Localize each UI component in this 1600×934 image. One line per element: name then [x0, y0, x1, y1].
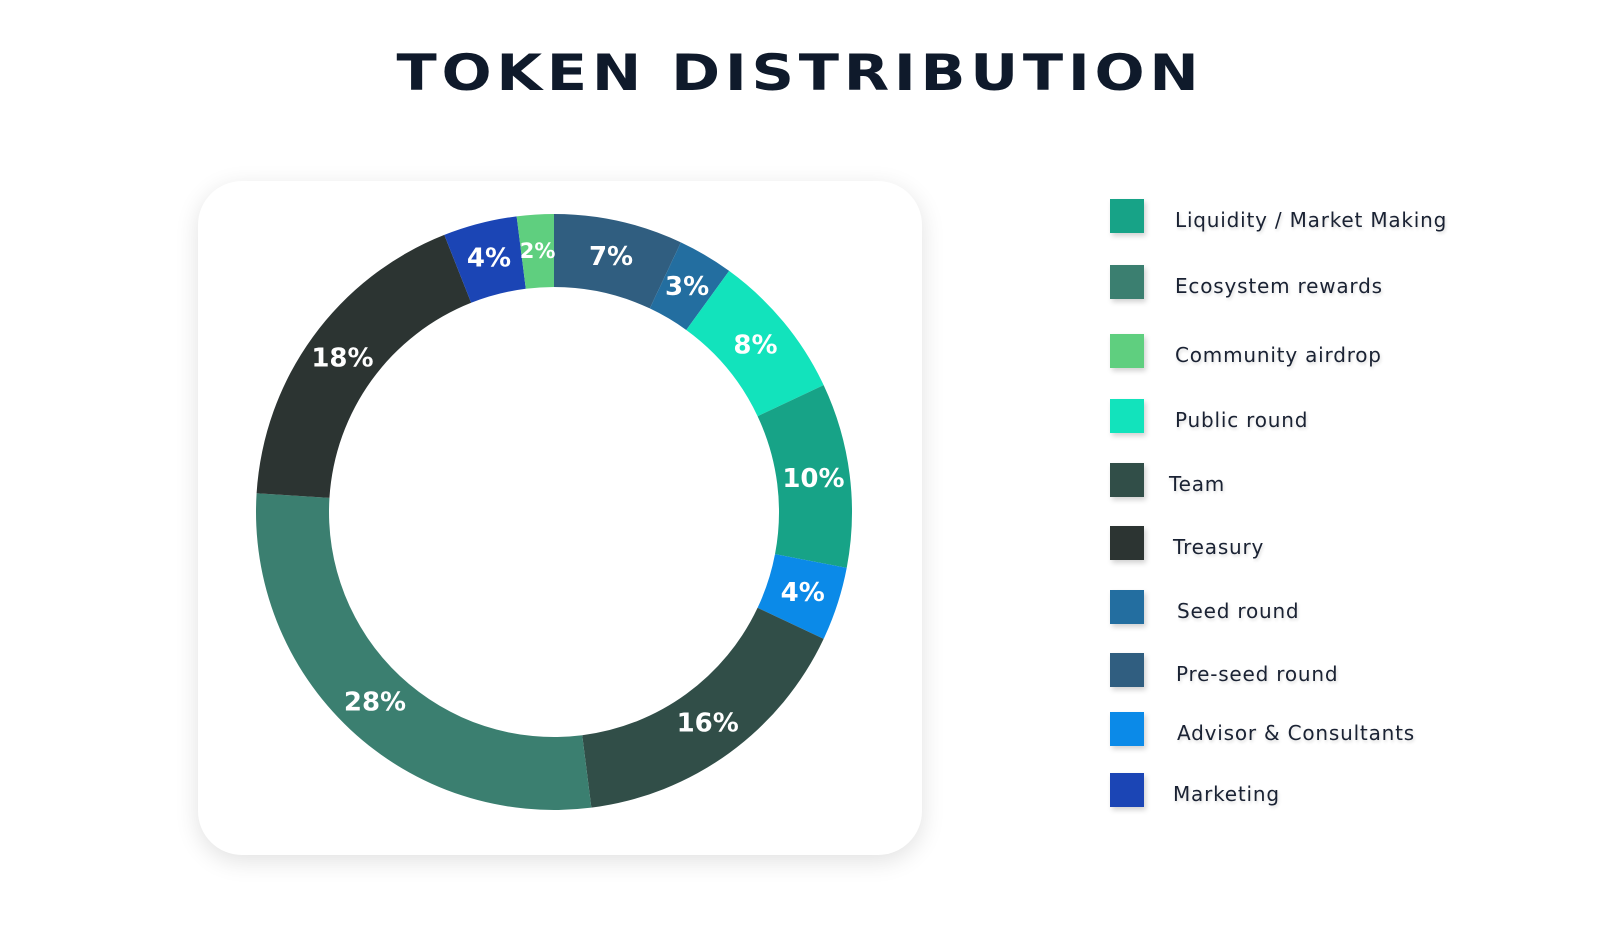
- legend-label: Advisor & Consultants: [1177, 721, 1415, 745]
- slice-label-public-round: 8%: [733, 330, 777, 360]
- legend-swatch: [1110, 399, 1144, 433]
- donut-slice-advisor-consultants: [757, 554, 847, 639]
- slice-label-treasury: 18%: [311, 343, 373, 373]
- legend-label: Public round: [1175, 408, 1309, 432]
- slice-label-seed-round: 3%: [665, 272, 709, 302]
- legend-label: Marketing: [1173, 782, 1280, 806]
- slice-label-team: 16%: [677, 709, 739, 739]
- slice-label-advisor-consultants: 4%: [781, 578, 825, 608]
- legend-swatch: [1110, 199, 1144, 233]
- legend-swatch: [1110, 653, 1144, 687]
- legend-swatch: [1110, 334, 1144, 368]
- donut-slice-seed-round: [649, 242, 730, 330]
- slice-label-marketing: 4%: [467, 244, 511, 274]
- slice-label-community-airdrop: 2%: [520, 239, 556, 263]
- legend-label: Liquidity / Market Making: [1175, 208, 1448, 232]
- chart-title: TOKEN DISTRIBUTION: [396, 44, 1204, 102]
- legend-swatch: [1110, 463, 1144, 497]
- legend-swatch: [1110, 590, 1144, 624]
- legend-label: Ecosystem rewards: [1175, 274, 1383, 298]
- donut-slice-pre-seed-round: [554, 214, 681, 309]
- legend-swatch: [1110, 712, 1144, 746]
- donut-slice-community-airdrop: [516, 214, 554, 289]
- legend-swatch: [1110, 265, 1144, 299]
- donut-slice-treasury: [256, 234, 472, 498]
- donut-slice-marketing: [444, 216, 526, 303]
- slice-label-ecosystem-rewards: 28%: [344, 688, 406, 718]
- donut-chart: 7% 3% 8% 10% 4% 16% 28% 18% 4% 2%: [256, 214, 852, 810]
- legend-label: Seed round: [1177, 599, 1300, 623]
- legend-label: Team: [1169, 472, 1226, 496]
- legend-label: Pre-seed round: [1176, 662, 1339, 686]
- slice-label-pre-seed-round: 7%: [589, 242, 633, 272]
- donut-slice-ecosystem-rewards: [256, 493, 592, 810]
- donut-slice-public-round: [686, 270, 824, 417]
- legend-swatch: [1110, 773, 1144, 807]
- legend-label: Community airdrop: [1175, 343, 1382, 367]
- donut-slice-team: [582, 607, 824, 808]
- donut-slice-liquidity-market-making: [757, 385, 852, 568]
- slice-label-liquidity-market-making: 10%: [782, 464, 844, 494]
- legend-label: Treasury: [1173, 535, 1265, 559]
- legend-swatch: [1110, 526, 1144, 560]
